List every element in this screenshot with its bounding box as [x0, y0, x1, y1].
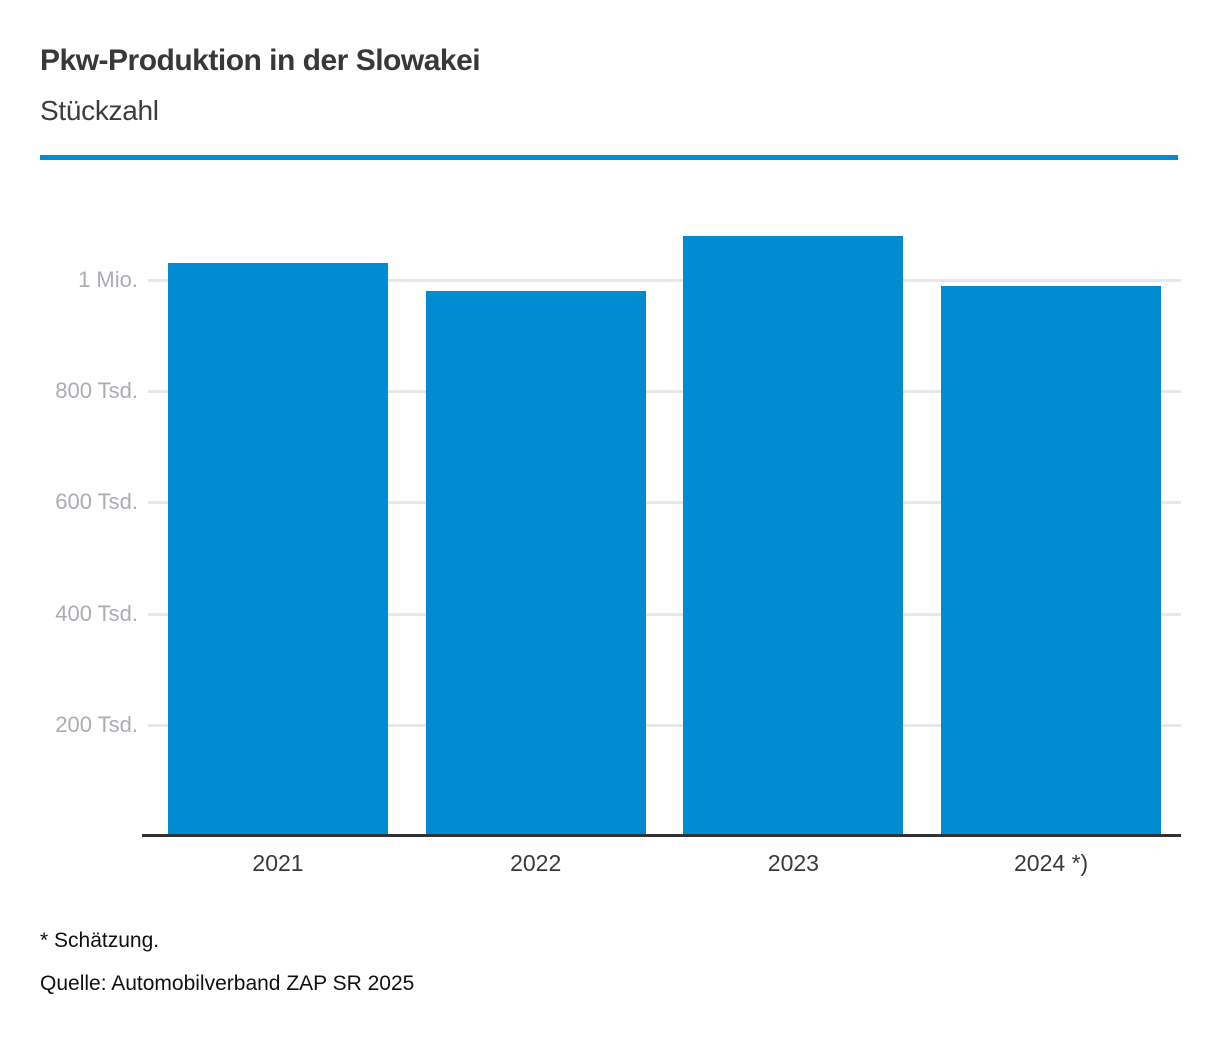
- source-line: Quelle: Automobilverband ZAP SR 2025: [40, 972, 415, 995]
- plot-area: 2021 2022 2023 2024 *): [145, 200, 1181, 876]
- footnote: * Schätzung.: [40, 929, 160, 952]
- gridline: [148, 723, 1181, 727]
- y-axis: 200 Tsd. 400 Tsd. 600 Tsd. 800 Tsd. 1 Mio.: [40, 200, 138, 836]
- y-axis-tick-label: 400 Tsd.: [55, 600, 138, 626]
- gridline: [148, 501, 1181, 505]
- gridline: [148, 390, 1181, 394]
- gridline: [148, 612, 1181, 616]
- y-axis-tick-label: 1 Mio.: [78, 267, 138, 293]
- y-axis-tick-label: 200 Tsd.: [55, 711, 138, 737]
- y-axis-tick-label: 800 Tsd.: [55, 378, 138, 404]
- chart-bar: [683, 235, 904, 836]
- x-axis-label: 2021: [252, 850, 304, 876]
- x-axis-label: 2022: [510, 850, 562, 876]
- header-divider-rule: [40, 155, 1178, 160]
- chart-bar: [168, 263, 388, 836]
- x-axis-line: [142, 834, 1181, 837]
- chart-bar: [425, 291, 646, 836]
- y-axis-tick-label: 600 Tsd.: [55, 489, 138, 515]
- x-axis-label: 2023: [767, 850, 819, 876]
- gridline: [148, 279, 1181, 283]
- chart-title: Pkw-Produktion in der Slowakei: [40, 44, 481, 77]
- x-axis-label: 2024 *): [1014, 850, 1089, 876]
- chart-bar: [941, 285, 1162, 836]
- chart-subtitle: Stückzahl: [40, 95, 159, 126]
